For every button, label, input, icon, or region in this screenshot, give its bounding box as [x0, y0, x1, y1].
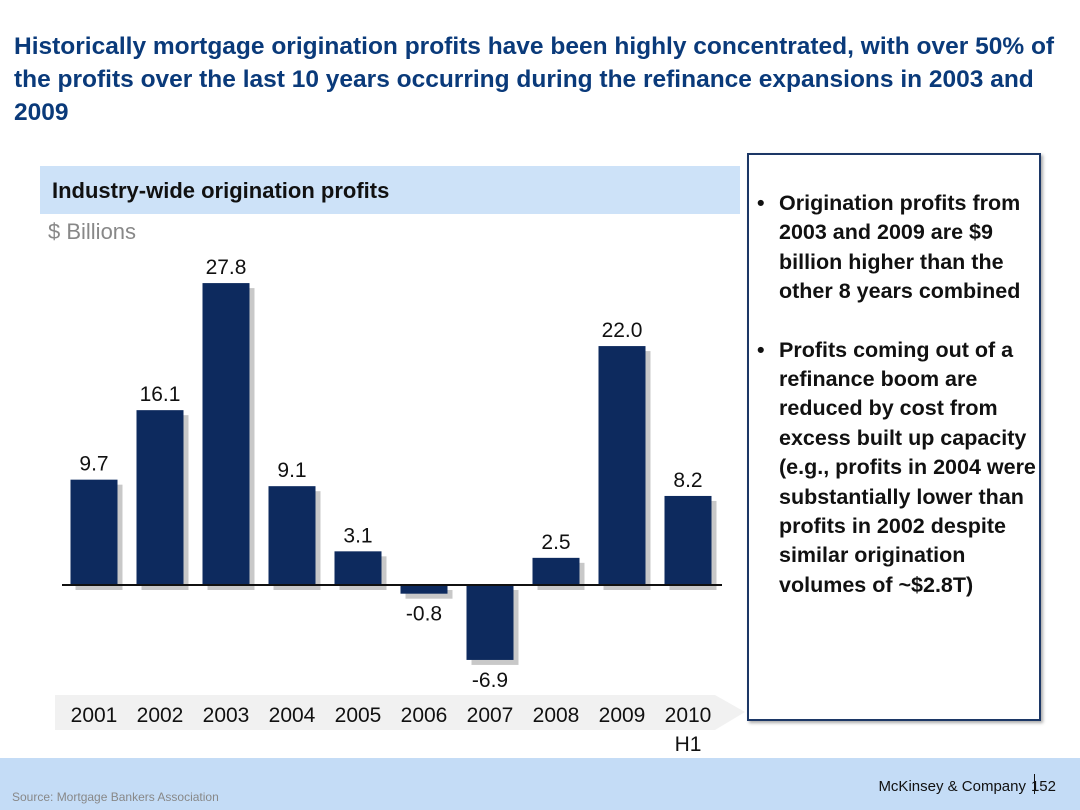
data-label: 3.1	[343, 524, 372, 547]
bar	[664, 495, 712, 585]
x-tick-label: 2002	[137, 704, 184, 727]
data-label: -0.8	[406, 603, 442, 626]
bar	[400, 585, 448, 594]
bar	[202, 283, 250, 585]
x-tick-label: 2004	[269, 704, 316, 727]
x-tick-label: 2003	[203, 704, 250, 727]
bar	[532, 557, 580, 585]
note-item: Origination profits from 2003 and 2009 a…	[757, 189, 1039, 307]
data-label: 8.2	[673, 469, 702, 492]
data-label: 9.7	[79, 453, 108, 476]
divider	[1034, 774, 1035, 794]
x-tick-label: 2006	[401, 704, 448, 727]
bar-shadow	[405, 590, 453, 599]
x-tick-label: 2010	[665, 704, 712, 727]
page-number: 152	[1030, 778, 1056, 795]
source-note: Source: Mortgage Bankers Association	[12, 790, 219, 804]
x-tick-label: 2009	[599, 704, 646, 727]
bar	[136, 410, 184, 585]
data-label: 16.1	[140, 383, 181, 406]
y-axis-unit: $ Billions	[48, 219, 137, 244]
bar-chart: 9.7 2001 16.1 2002 27.8 2003 9.1 2004 3.1 2005 -0.…	[55, 256, 745, 756]
x-tick-label: 2008	[533, 704, 580, 727]
data-label: 22.0	[602, 319, 643, 342]
chart-title: Industry-wide origination profits	[52, 178, 390, 203]
bar	[598, 346, 646, 585]
x-tick-label: 2005	[335, 704, 382, 727]
brand-name: McKinsey & Company	[878, 778, 1026, 795]
key-takeaways-box: Origination profits from 2003 and 2009 a…	[747, 153, 1041, 721]
footer: Source: Mortgage Bankers Association McK…	[0, 758, 1080, 810]
bar	[268, 486, 316, 585]
data-label: 27.8	[206, 256, 247, 279]
x-axis-arrow	[55, 695, 745, 730]
note-item: Profits coming out of a refinance boom a…	[757, 336, 1039, 601]
bar	[334, 551, 382, 585]
bar	[466, 585, 514, 660]
x-tick-sublabel: H1	[675, 733, 702, 756]
data-label: -6.9	[472, 669, 508, 692]
data-label: 9.1	[277, 459, 306, 482]
slide-title: Historically mortgage origination profit…	[14, 33, 1055, 126]
chart-title-band: Industry-wide origination profits	[40, 166, 740, 214]
data-label: 2.5	[541, 531, 570, 554]
x-tick-label: 2001	[71, 704, 118, 727]
bar	[70, 479, 118, 585]
x-tick-label: 2007	[467, 704, 514, 727]
